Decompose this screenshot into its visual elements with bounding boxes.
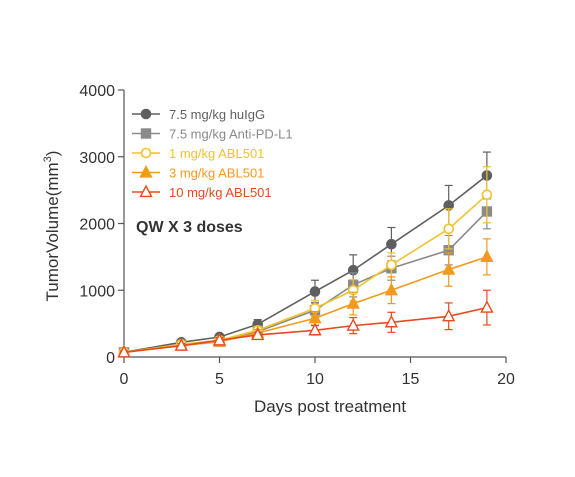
data-point (346, 296, 360, 309)
series-line (123, 174, 488, 354)
y-axis-title-close: ) (43, 151, 62, 157)
legend-item: 3 mg/kg ABL501 (132, 165, 264, 181)
data-point (308, 310, 322, 324)
data-point (212, 332, 227, 346)
data-point (480, 249, 494, 263)
legend-label: 3 mg/kg ABL501 (169, 166, 264, 181)
data-point (308, 322, 322, 336)
legend-label: 10 mg/kg ABL501 (169, 185, 272, 200)
data-point (174, 338, 188, 351)
data-point (443, 223, 455, 235)
x-tick-label: 10 (306, 371, 324, 388)
x-axis-title: Days post treatment (254, 397, 406, 416)
legend-item: 7.5 mg/kg Anti-PD-L1 (132, 127, 293, 142)
dosing-annotation: QW X 3 doses (136, 219, 243, 236)
y-tick-label: 3000 (79, 150, 115, 167)
y-axis-title: TumorVolume(mm3) (42, 151, 62, 302)
y-tick-label: 2000 (79, 217, 115, 234)
legend: 7.5 mg/kg huIgG 7.5 mg/kg Anti-PD-L1 1 mg/… (132, 107, 293, 200)
data-point (384, 282, 399, 296)
legend-marker (139, 165, 153, 178)
data-point (346, 318, 360, 331)
data-point (384, 314, 399, 328)
data-point (309, 286, 321, 297)
series-5 (117, 289, 494, 358)
legend-marker (140, 128, 152, 139)
data-point (386, 259, 397, 271)
x-tick-label: 20 (497, 371, 515, 388)
legend-label: 7.5 mg/kg huIgG (169, 107, 265, 122)
legend-label: 7.5 mg/kg Anti-PD-L1 (169, 127, 293, 142)
series-layer (117, 151, 494, 358)
y-axis-title-main: TumorVolume(mm (43, 162, 62, 301)
legend-item: 7.5 mg/kg huIgG (132, 107, 265, 122)
y-tick-label: 4000 (79, 83, 115, 100)
x-tick-label: 0 (120, 371, 129, 388)
ticks: 0 5 10 15 20 0 1000 2000 3000 4000 (79, 83, 515, 388)
x-tick-label: 5 (215, 371, 224, 388)
y-tick-label: 1000 (79, 283, 115, 300)
data-point (117, 344, 131, 358)
data-point (442, 308, 456, 322)
data-point (442, 262, 456, 275)
legend-item: 10 mg/kg ABL501 (132, 184, 272, 200)
legend-marker (139, 184, 153, 198)
legend-label: 1 mg/kg ABL501 (169, 146, 264, 161)
data-point (480, 300, 494, 313)
legend-item: 1 mg/kg ABL501 (132, 146, 264, 161)
legend-marker (140, 108, 152, 120)
data-point (481, 189, 493, 201)
legend-marker (140, 147, 152, 159)
data-point (251, 327, 265, 341)
data-point (386, 238, 397, 250)
y-tick-label: 0 (106, 350, 115, 367)
x-tick-label: 15 (402, 371, 420, 388)
y-axis-title-exponent: 3 (42, 156, 54, 162)
